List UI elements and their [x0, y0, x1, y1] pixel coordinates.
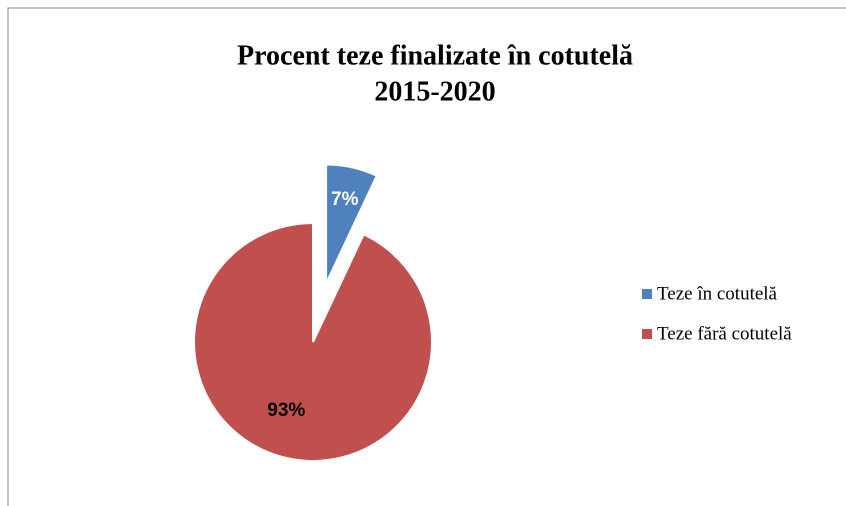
pie-slice: [193, 221, 433, 462]
legend-label: Teze în cotutelă: [657, 283, 778, 304]
legend-label: Teze fără cotutelă: [657, 323, 792, 344]
pie-slice: [325, 163, 379, 284]
chart-title: Procent teze finalizate în cotutelă: [237, 40, 633, 71]
legend-swatch: [642, 329, 652, 339]
data-label: 7%: [331, 189, 359, 210]
legend-swatch: [642, 289, 652, 299]
chart-frame: [7, 7, 846, 506]
chart-title: 2015-2020: [374, 76, 495, 107]
data-label: 93%: [267, 400, 305, 421]
